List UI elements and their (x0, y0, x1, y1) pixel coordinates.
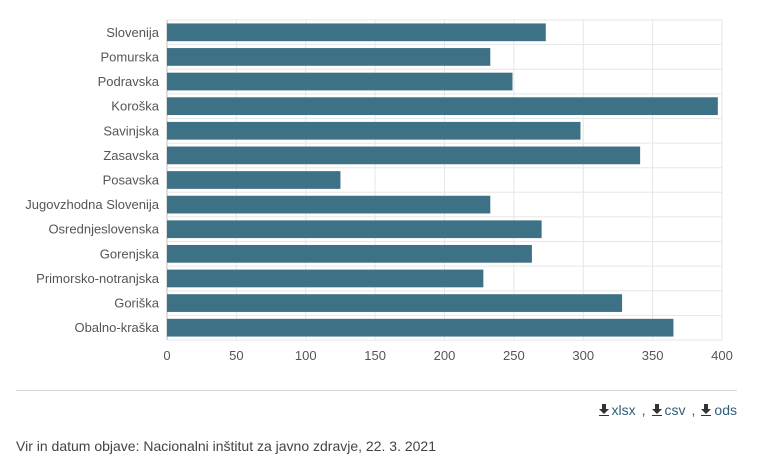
download-ods-label: ods (714, 402, 737, 418)
download-csv-label: csv (664, 402, 686, 418)
category-label: Gorenjska (100, 246, 160, 261)
bar-chart: Slovenija Pomurska Podravska Koroška Savinjs… (25, 19, 733, 363)
download-icon (651, 404, 662, 416)
separator: , (691, 402, 696, 418)
bar[interactable] (167, 48, 491, 66)
download-icon (598, 404, 609, 416)
category-label: Savinjska (103, 123, 159, 138)
divider (16, 390, 737, 391)
x-tick-label: 400 (711, 348, 733, 363)
category-label: Jugovzhodna Slovenija (25, 197, 159, 212)
bars (167, 23, 718, 337)
x-axis-tick-labels: 0 50 100 150 200 250 300 350 400 (163, 348, 732, 363)
category-label: Podravska (98, 74, 160, 89)
x-tick-label: 50 (229, 348, 243, 363)
download-links: xlsx, csv, ods (598, 402, 737, 418)
bar[interactable] (167, 72, 513, 91)
bar[interactable] (167, 121, 581, 140)
x-tick-label: 150 (364, 348, 386, 363)
x-tick-label: 350 (642, 348, 664, 363)
x-tick-label: 300 (572, 348, 594, 363)
bar[interactable] (167, 318, 674, 337)
category-label: Goriška (114, 296, 160, 311)
category-label: Posavska (103, 173, 160, 188)
bar[interactable] (167, 269, 484, 288)
bar[interactable] (167, 195, 491, 214)
source-note: Vir in datum objave: Nacionalni inštitut… (16, 438, 436, 454)
download-csv-link[interactable]: csv (651, 402, 686, 418)
bar[interactable] (167, 146, 641, 165)
category-label: Primorsko-notranjska (36, 271, 160, 286)
bar[interactable] (167, 171, 341, 189)
bar[interactable] (167, 294, 623, 312)
x-tick-label: 250 (503, 348, 525, 363)
category-label: Slovenija (106, 25, 160, 40)
category-label: Koroška (111, 99, 159, 114)
download-ods-link[interactable]: ods (701, 402, 737, 418)
grid-lines (166, 19, 723, 341)
bar[interactable] (167, 244, 532, 263)
separator: , (641, 402, 646, 418)
download-icon (701, 404, 712, 416)
x-tick-label: 0 (163, 348, 170, 363)
category-label: Pomurska (100, 49, 159, 64)
category-labels: Slovenija Pomurska Podravska Koroška Savinjs… (25, 25, 159, 335)
x-tick-label: 100 (295, 348, 317, 363)
category-label: Osrednjeslovenska (48, 222, 159, 237)
x-tick-label: 200 (434, 348, 456, 363)
bar[interactable] (167, 23, 546, 42)
category-label: Obalno-kraška (74, 320, 159, 335)
bar[interactable] (167, 97, 718, 116)
download-xlsx-link[interactable]: xlsx (598, 402, 636, 418)
category-label: Zasavska (103, 148, 159, 163)
download-xlsx-label: xlsx (611, 402, 636, 418)
bar[interactable] (167, 220, 542, 239)
